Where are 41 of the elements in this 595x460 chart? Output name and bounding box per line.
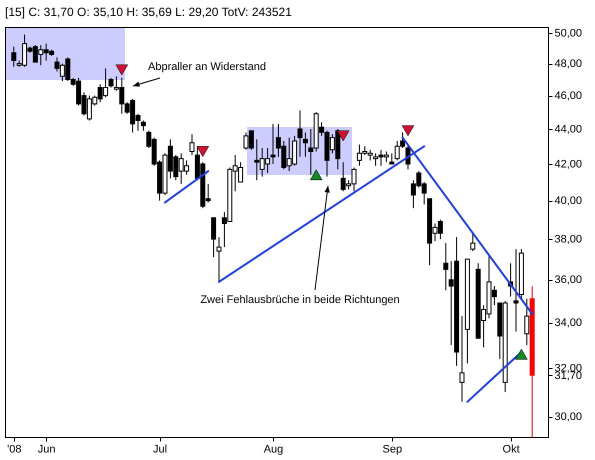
point	[402, 125, 414, 136]
candlestick	[11, 46, 16, 68]
x-tick-label: '08	[7, 444, 22, 456]
candlestick	[108, 77, 114, 88]
y-tick-label: 50,00	[554, 27, 582, 40]
point	[337, 130, 350, 142]
y-tick-label: 31,70	[554, 370, 582, 382]
x-tick-label: Jul	[153, 444, 168, 456]
y-tick-label: 38,00	[554, 234, 582, 246]
candlestick	[297, 110, 302, 158]
y-tick-label: 46,00	[554, 90, 582, 102]
candlestick	[524, 298, 530, 346]
y-tick-label: 34,00	[554, 317, 582, 330]
annotation: Zwei Fehlausbrüche in beide Richtungen	[200, 294, 400, 306]
x-tick-label: Sep	[382, 444, 402, 456]
x-tick-label: Aug	[264, 444, 284, 456]
point	[116, 64, 128, 76]
y-tick-label: 42,00	[554, 158, 582, 170]
annotation: Abpraller an Widerstand	[148, 61, 266, 73]
y-tick-label: 40,00	[554, 195, 582, 208]
point	[196, 146, 209, 157]
x-tick-label: Okt	[502, 444, 520, 456]
candlestick	[389, 152, 394, 164]
candlestick	[189, 134, 194, 156]
candlestick	[470, 232, 476, 252]
candlestick	[211, 217, 216, 258]
candlestick	[302, 132, 308, 158]
y-tick-label: 36,00	[554, 274, 582, 286]
point	[515, 348, 528, 360]
x-tick-label: Jun	[38, 444, 56, 456]
point	[310, 169, 322, 180]
chart-title: [15] C: 31,70 O: 35,10 H: 35,69 L: 29,20 TotV: 243521	[5, 4, 292, 19]
candlestick	[270, 123, 276, 164]
candlestick	[514, 248, 518, 332]
y-tick-label: 48,00	[554, 58, 582, 70]
candlestick	[140, 120, 146, 132]
candlestick	[216, 236, 222, 282]
candlestick	[443, 242, 448, 291]
y-tick-label: 44,00	[554, 124, 582, 136]
candlestick	[459, 316, 464, 402]
y-tick-label: 30,00	[554, 411, 582, 424]
